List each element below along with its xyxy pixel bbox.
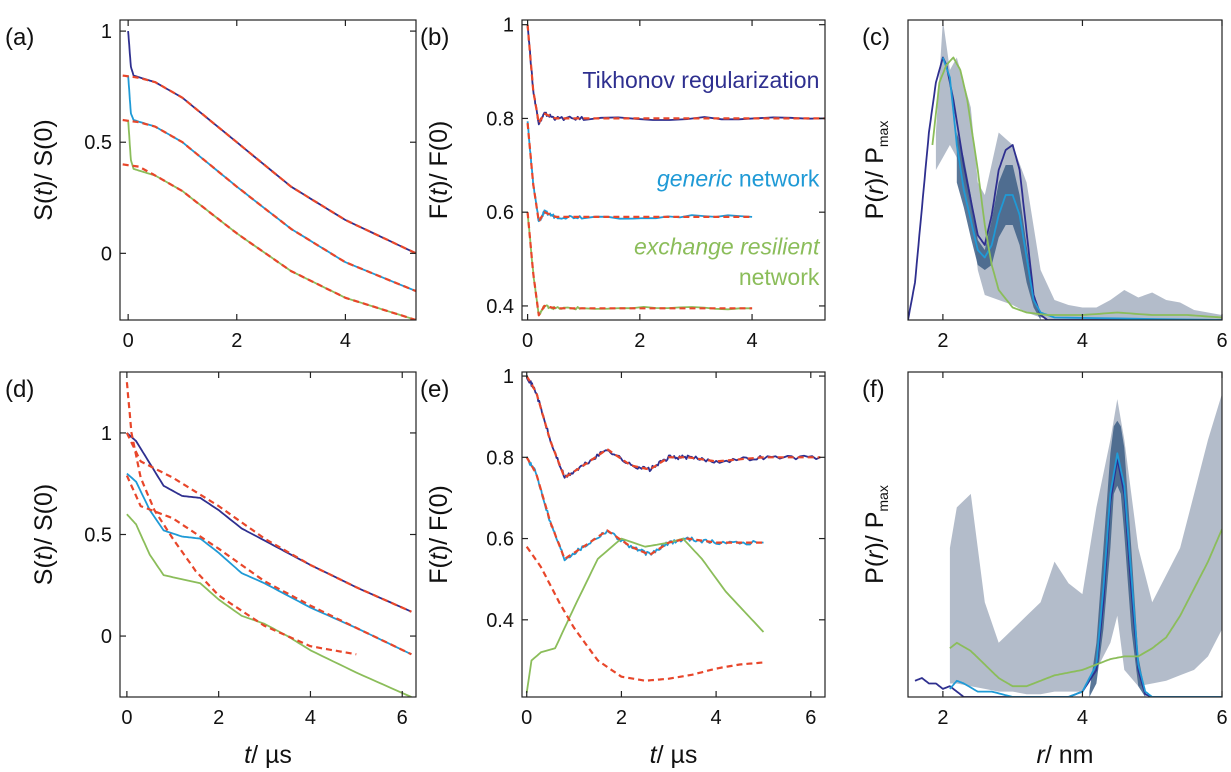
series-line [126,513,412,697]
plot-area [914,393,1222,697]
y-tick-label: 0.4 [486,296,514,318]
axes-frame [521,371,826,698]
uncertainty-band [1089,420,1146,697]
y-tick-label: 0.8 [486,108,514,130]
x-tick-label: 0 [123,330,134,352]
x-tick-label: 2 [634,330,645,352]
x-tick-label: 4 [340,330,351,352]
y-axis-label: S(t)/ S(0) [30,119,58,220]
panel-4: 0 2 4 6 0.4 0.6 0.8 1 (e) F(t)/ F(0) t/ µs [420,366,826,769]
plot-area [122,31,416,320]
panel-label: (f) [862,376,885,403]
series-line [931,56,1222,319]
plot-area [525,375,821,694]
panel-3: 0 2 4 6 0 0.5 1 (d) S(t)/ S(0) t/ µs [5,371,417,769]
y-tick-label: 0.5 [84,132,112,154]
y-axis-label: P(r)/ Pmax [861,485,891,584]
series-line [525,377,821,479]
series-line [525,546,764,682]
x-tick-label: 2 [937,330,948,352]
x-axis-label: t/ µs [244,741,292,769]
uncertainty-band [949,393,1222,695]
panel-2: 2 4 6 (c) P(r)/ Pmax [861,19,1228,352]
y-tick-label: 1 [101,21,112,43]
x-tick-label: 2 [937,707,948,729]
x-tick-label: 2 [616,707,627,729]
series-line [525,537,765,694]
y-tick-label: 0 [101,626,112,648]
axes-frame [119,371,417,698]
y-tick-label: 1 [101,423,112,445]
x-tick-label: 4 [305,707,316,729]
y-tick-label: 1 [503,366,514,388]
axes-frame [907,19,1223,321]
series-line [949,528,1222,688]
x-tick-label: 6 [805,707,816,729]
series-line [122,163,416,320]
uncertainty-band [956,132,1041,320]
x-tick-label: 2 [213,707,224,729]
y-tick-label: 0.6 [486,202,514,224]
y-axis-label: S(t)/ S(0) [30,484,58,585]
plot-area [125,382,412,697]
series-line [525,456,764,560]
series-line [526,122,753,223]
series-line [949,452,1222,697]
y-axis-label: F(t)/ F(0) [425,121,453,220]
x-tick-label: 6 [397,707,408,729]
panel-label: (c) [862,24,890,51]
series-line [127,119,416,320]
series-line [122,118,416,293]
y-axis-label: F(t)/ F(0) [425,485,453,584]
x-tick-label: 6 [1216,330,1227,352]
x-tick-label: 4 [1077,707,1088,729]
y-tick-label: 0.6 [486,529,514,551]
x-tick-label: 4 [1077,330,1088,352]
y-tick-label: 0.4 [486,610,514,632]
legend-annotation: generic network [657,165,820,191]
panel-label: (d) [5,376,34,403]
x-tick-label: 6 [1216,707,1227,729]
series-line [525,375,821,479]
panel-0: 0 2 4 0 0.5 1 (a) S(t)/ S(0) [5,19,417,352]
y-axis-label: P(r)/ Pmax [861,121,891,220]
y-tick-label: 0.8 [486,447,514,469]
series-line [127,31,416,255]
x-tick-label: 4 [711,707,722,729]
y-tick-label: 0 [101,243,112,265]
x-axis-label: r/ nm [1037,741,1094,769]
x-axis-label: t/ µs [650,741,698,769]
y-tick-label: 0.5 [84,525,112,547]
series-line [526,24,825,125]
axes-frame [907,371,1223,698]
axes-frame [521,19,826,321]
panel-label: (a) [5,24,34,51]
panel-1: 0 2 4 0.4 0.6 0.8 1 (b) F(t)/ F(0) Tikhonov regul… [420,15,826,352]
plot-area [526,24,825,317]
series-line [125,432,412,613]
x-tick-label: 2 [231,330,242,352]
panel-label: (b) [420,24,449,51]
x-tick-label: 0 [121,707,132,729]
uncertainty-band [935,20,1222,320]
panel-5: 2 4 6 (f) P(r)/ Pmax r/ nm [861,371,1228,769]
axes-frame [119,19,417,321]
x-tick-label: 0 [522,330,533,352]
plot-area [908,20,1222,320]
series-line [942,57,1222,320]
legend-annotation: Tikhonov regularization [582,67,819,93]
series-line [908,56,1222,320]
legend-annotation: network [739,264,820,290]
x-tick-label: 4 [746,330,757,352]
series-line [526,213,753,316]
legend-annotation: exchange resilient [634,233,821,259]
panel-label: (e) [420,376,449,403]
x-tick-label: 0 [521,707,532,729]
series-line [125,382,357,656]
series-line [526,212,753,317]
series-line [122,74,416,255]
y-tick-label: 1 [503,15,514,37]
series-line [125,475,412,656]
